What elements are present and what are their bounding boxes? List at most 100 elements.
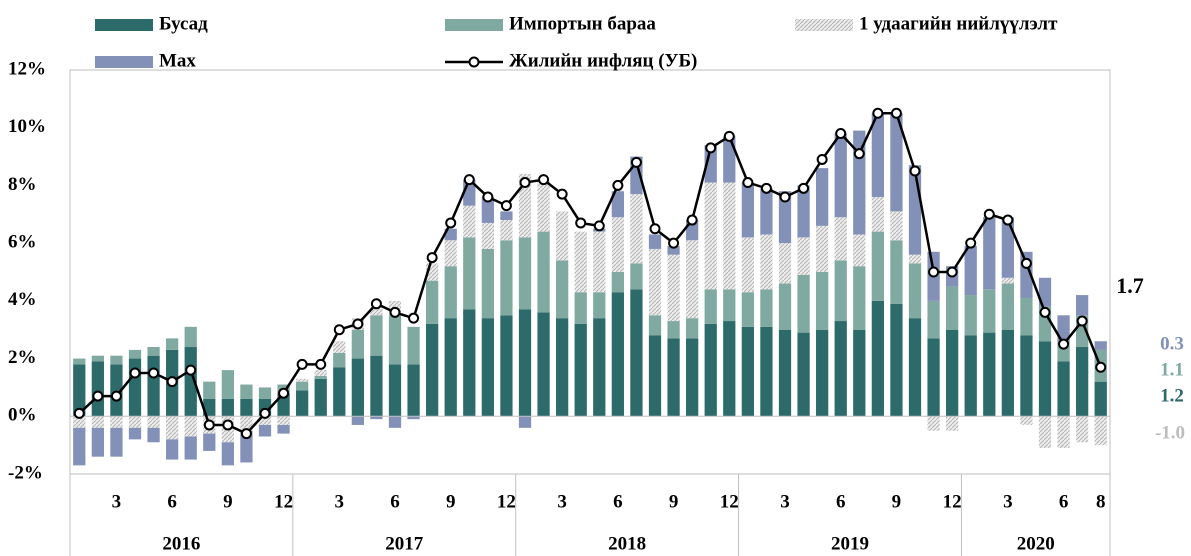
bar-segment — [91, 361, 104, 417]
y-tick-label: 0% — [8, 405, 37, 426]
bar-segment — [853, 266, 866, 330]
bar-segment — [927, 300, 940, 339]
bar-segment — [258, 387, 272, 399]
line-marker — [853, 148, 865, 160]
bar-segment — [630, 289, 643, 417]
bar-segment — [537, 312, 550, 417]
line-marker — [556, 188, 568, 200]
x-tick-label: 6 — [1059, 491, 1069, 512]
line-marker — [668, 237, 680, 249]
bar-segment — [778, 243, 792, 284]
bar-segment — [964, 246, 977, 296]
bar-segment — [667, 338, 680, 417]
bar-segment — [91, 427, 104, 457]
bar-segment — [370, 306, 383, 316]
line-marker — [278, 387, 290, 399]
x-tick-label: 3 — [112, 491, 122, 512]
bar-segment — [908, 254, 922, 264]
bar-segment — [927, 338, 940, 417]
bar-segment — [611, 217, 624, 272]
bar-segment — [518, 416, 532, 428]
line-marker — [538, 174, 550, 186]
line-marker — [148, 367, 160, 379]
bar-segment — [110, 355, 123, 365]
bar-segment — [593, 292, 606, 319]
line-marker — [426, 252, 438, 264]
bar-segment — [388, 416, 402, 428]
line-marker — [73, 407, 85, 419]
bar-segment — [128, 349, 142, 359]
line-marker — [686, 214, 698, 226]
x-tick-label: 3 — [557, 491, 567, 512]
line-marker — [1020, 257, 1032, 269]
bar-segment — [203, 381, 216, 399]
line-marker — [593, 220, 605, 232]
bar-segment — [983, 332, 996, 417]
legend-swatch — [445, 19, 503, 31]
x-tick-label: 9 — [669, 491, 679, 512]
legend-marker — [468, 56, 480, 68]
bar-segment — [240, 416, 253, 431]
bar-segment — [481, 196, 494, 223]
line-marker — [519, 177, 531, 189]
bar-segment — [147, 347, 160, 356]
bar-segment — [128, 427, 142, 440]
bar-segment — [1020, 416, 1033, 425]
line-marker — [185, 364, 197, 376]
bar-segment — [778, 283, 792, 330]
bar-segment — [890, 211, 903, 241]
x-tick-label: 9 — [446, 491, 456, 512]
bar-segment — [370, 315, 383, 356]
bar-segment — [556, 318, 569, 417]
bar-segment — [983, 217, 996, 290]
bar-segment — [648, 335, 662, 417]
bar-segment — [500, 240, 513, 316]
bar-segment — [1076, 295, 1089, 316]
x-tick-label: 12 — [497, 491, 516, 512]
line-marker — [946, 266, 958, 278]
x-tick-label: 12 — [943, 491, 962, 512]
bar-segment — [983, 289, 996, 333]
bar-segment — [184, 436, 197, 460]
bar-segment — [73, 358, 86, 365]
bar-segment — [240, 384, 253, 399]
bar-segment — [871, 113, 884, 197]
bar-segment — [500, 315, 513, 417]
bar-segment — [908, 263, 922, 319]
bar-segment — [296, 381, 309, 391]
bar-segment — [741, 182, 754, 238]
bar-segment — [667, 254, 680, 322]
x-tick-label: 9 — [223, 491, 233, 512]
bar-segment — [184, 326, 197, 348]
bar-segment — [277, 393, 290, 417]
bar-segment — [1094, 416, 1107, 446]
bar-segment — [1094, 341, 1107, 350]
bar-segment — [500, 211, 513, 221]
x-tick-label: 6 — [836, 491, 846, 512]
bar-segment — [648, 315, 662, 336]
bar-segment — [816, 225, 829, 272]
bar-segment — [574, 231, 587, 293]
bar-segment — [444, 266, 457, 319]
bar-segment — [147, 416, 160, 428]
line-marker — [352, 318, 364, 330]
line-marker — [315, 358, 327, 370]
bar-segment — [351, 358, 364, 417]
line-marker — [166, 376, 178, 388]
bar-segment — [407, 416, 420, 420]
bar-segment — [221, 442, 234, 466]
bar-segment — [964, 295, 977, 336]
bar-segment — [834, 321, 847, 417]
line-marker — [835, 127, 847, 139]
bar-segment — [760, 188, 773, 235]
bar-segment — [277, 416, 290, 425]
y-tick-label: 12% — [8, 58, 46, 79]
bar-segment — [370, 355, 383, 417]
bar-segment — [760, 234, 773, 290]
bar-segment — [166, 338, 179, 350]
bar-segment — [611, 272, 624, 293]
bar-segment — [704, 289, 717, 324]
bar-segment — [816, 329, 829, 417]
end-value-label: 0.3 — [1160, 333, 1184, 354]
x-tick-label: 3 — [1003, 491, 1013, 512]
